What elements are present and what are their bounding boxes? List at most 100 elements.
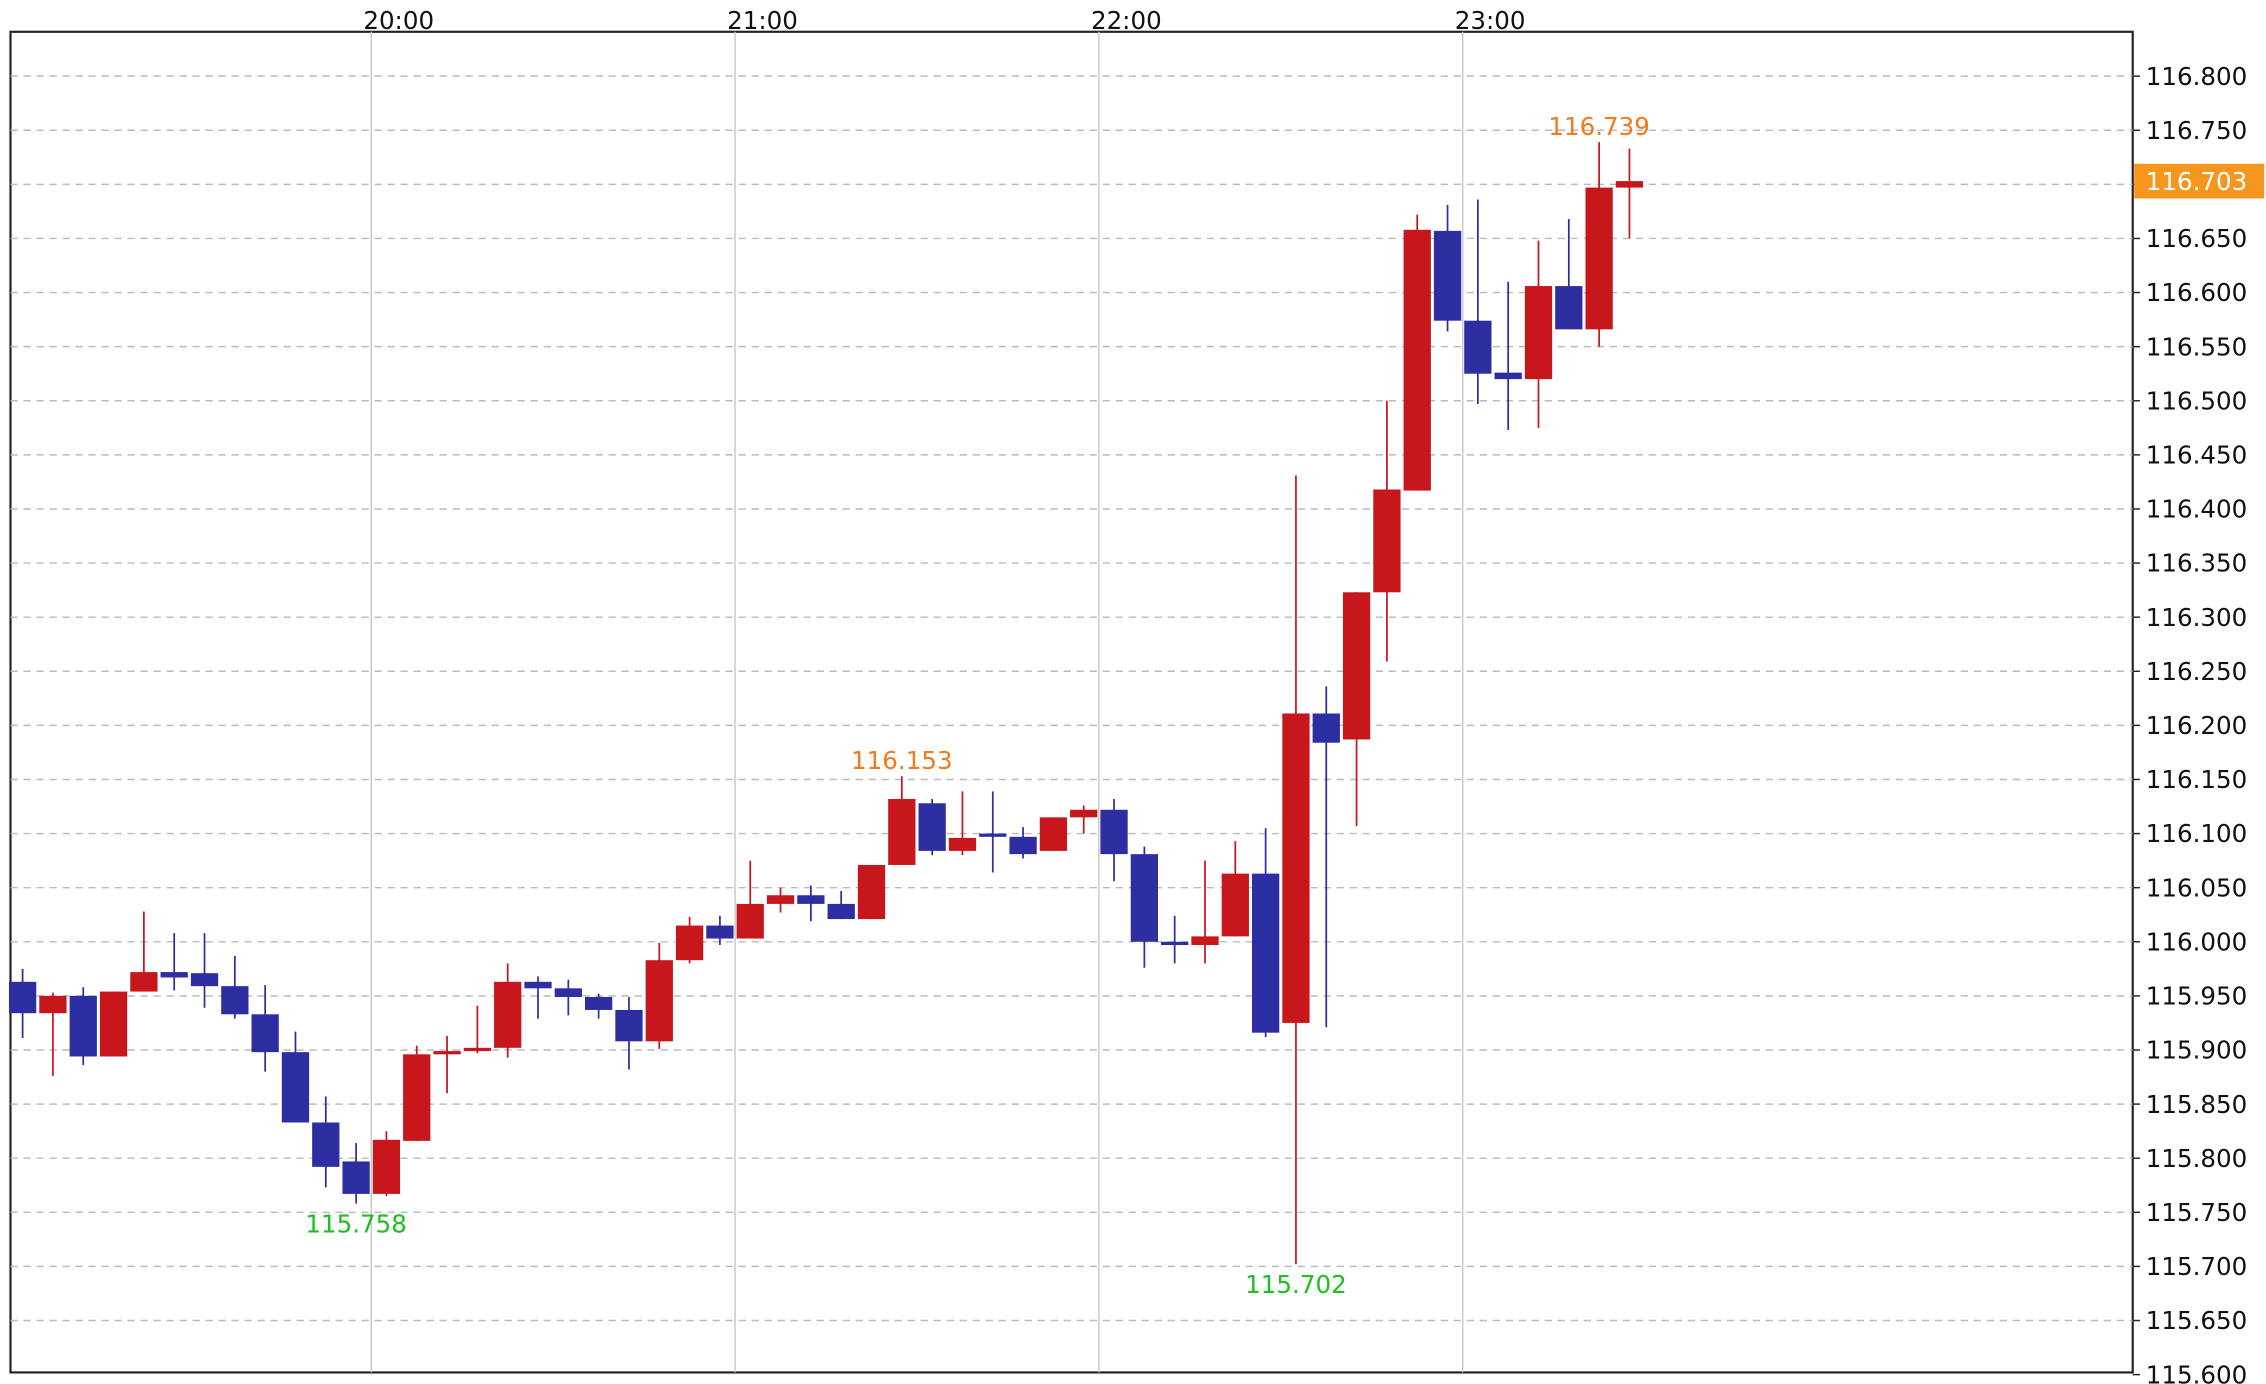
candle xyxy=(1221,841,1249,937)
candle-body xyxy=(69,995,97,1057)
candle-body xyxy=(948,837,977,851)
candle xyxy=(463,1005,492,1054)
candle-body xyxy=(918,803,946,851)
candle xyxy=(979,791,1007,873)
x-tick-label: 22:00 xyxy=(1091,6,1162,35)
candle xyxy=(69,987,97,1066)
candle xyxy=(524,976,552,1019)
candle xyxy=(1555,218,1583,330)
candle-body xyxy=(494,981,522,1048)
candle-body xyxy=(888,798,916,865)
y-tick-label: 116.350 xyxy=(2146,549,2248,578)
candle xyxy=(1161,915,1189,964)
y-tick-label: 115.600 xyxy=(2146,1360,2248,1384)
candle xyxy=(251,985,279,1072)
candle-body xyxy=(857,864,886,920)
candle-body xyxy=(130,972,158,992)
candle xyxy=(1524,240,1553,428)
candle xyxy=(827,890,855,920)
candle xyxy=(554,979,582,1016)
y-tick-label: 116.050 xyxy=(2146,873,2248,902)
candle xyxy=(1433,204,1462,332)
candle xyxy=(948,791,977,856)
y-tick-label: 116.100 xyxy=(2146,819,2248,848)
candle-body xyxy=(827,903,855,920)
candle xyxy=(494,963,522,1058)
candle xyxy=(1312,686,1340,1028)
candle-body xyxy=(1100,809,1128,855)
candle xyxy=(39,992,67,1076)
candle xyxy=(1342,592,1371,827)
candle-body xyxy=(979,833,1007,837)
candle-body xyxy=(1312,713,1340,743)
y-tick-label: 116.800 xyxy=(2146,62,2248,91)
candle xyxy=(1251,828,1280,1038)
candle-body xyxy=(1282,713,1310,1023)
candle-body xyxy=(1009,836,1037,855)
y-tick-label: 115.850 xyxy=(2146,1090,2248,1119)
candle xyxy=(1464,199,1492,405)
candle-body xyxy=(1191,936,1219,946)
candle xyxy=(433,1035,461,1094)
candle-body xyxy=(1070,809,1098,818)
candle-body xyxy=(99,991,128,1057)
candle-body xyxy=(645,960,673,1042)
candle xyxy=(1403,214,1431,491)
x-tick-label: 23:00 xyxy=(1455,6,1526,35)
y-tick-label: 116.300 xyxy=(2146,603,2248,632)
candle-body xyxy=(585,996,613,1010)
candle-body xyxy=(281,1052,310,1123)
candle-body xyxy=(524,981,552,989)
candle-body xyxy=(554,988,582,997)
candle xyxy=(8,968,37,1039)
candle xyxy=(1615,148,1644,239)
candle-body xyxy=(1464,320,1492,374)
candle-body xyxy=(190,973,219,987)
y-tick-label: 116.450 xyxy=(2146,441,2248,470)
candle-body xyxy=(736,903,764,939)
y-tick-label: 115.900 xyxy=(2146,1036,2248,1065)
candle-body xyxy=(403,1054,431,1141)
candle-body xyxy=(766,895,795,904)
y-tick-label: 115.750 xyxy=(2146,1198,2248,1227)
candle xyxy=(706,915,734,946)
candle-body xyxy=(39,995,67,1014)
candle-body xyxy=(463,1047,492,1052)
candle-body xyxy=(1403,229,1431,491)
candle xyxy=(645,942,673,1049)
y-tick-label: 116.150 xyxy=(2146,765,2248,794)
last-price-label: 116.703 xyxy=(2146,167,2248,196)
candle xyxy=(1282,475,1310,1265)
candle-body xyxy=(8,981,37,1014)
annotation: 115.702 xyxy=(1245,1270,1347,1299)
candle xyxy=(675,916,704,964)
candle-body xyxy=(1555,286,1583,330)
candle xyxy=(312,1096,340,1188)
plot-area xyxy=(9,30,2134,1374)
candle xyxy=(1130,846,1159,968)
y-tick-label: 116.200 xyxy=(2146,711,2248,740)
candle-body xyxy=(1433,230,1462,321)
candle xyxy=(1009,827,1037,859)
candle xyxy=(1070,805,1098,834)
candle-body xyxy=(312,1122,340,1167)
candle xyxy=(221,955,249,1019)
candle-body xyxy=(615,1009,643,1042)
annotation: 116.739 xyxy=(1548,112,1650,141)
candle-body xyxy=(1251,873,1280,1033)
candle xyxy=(857,864,886,920)
candle xyxy=(1039,817,1068,851)
candle-body xyxy=(1615,181,1644,188)
y-tick-label: 116.600 xyxy=(2146,278,2248,307)
candle-body xyxy=(1494,372,1522,380)
candle-body xyxy=(797,895,825,904)
candle xyxy=(160,933,188,991)
candle-body xyxy=(1039,817,1068,851)
last-price-box xyxy=(2134,163,2265,199)
y-tick-label: 116.650 xyxy=(2146,224,2248,253)
candle xyxy=(190,933,219,1008)
annotation: 116.153 xyxy=(851,746,953,775)
candle-body xyxy=(1524,286,1553,380)
candle-body xyxy=(342,1161,370,1194)
